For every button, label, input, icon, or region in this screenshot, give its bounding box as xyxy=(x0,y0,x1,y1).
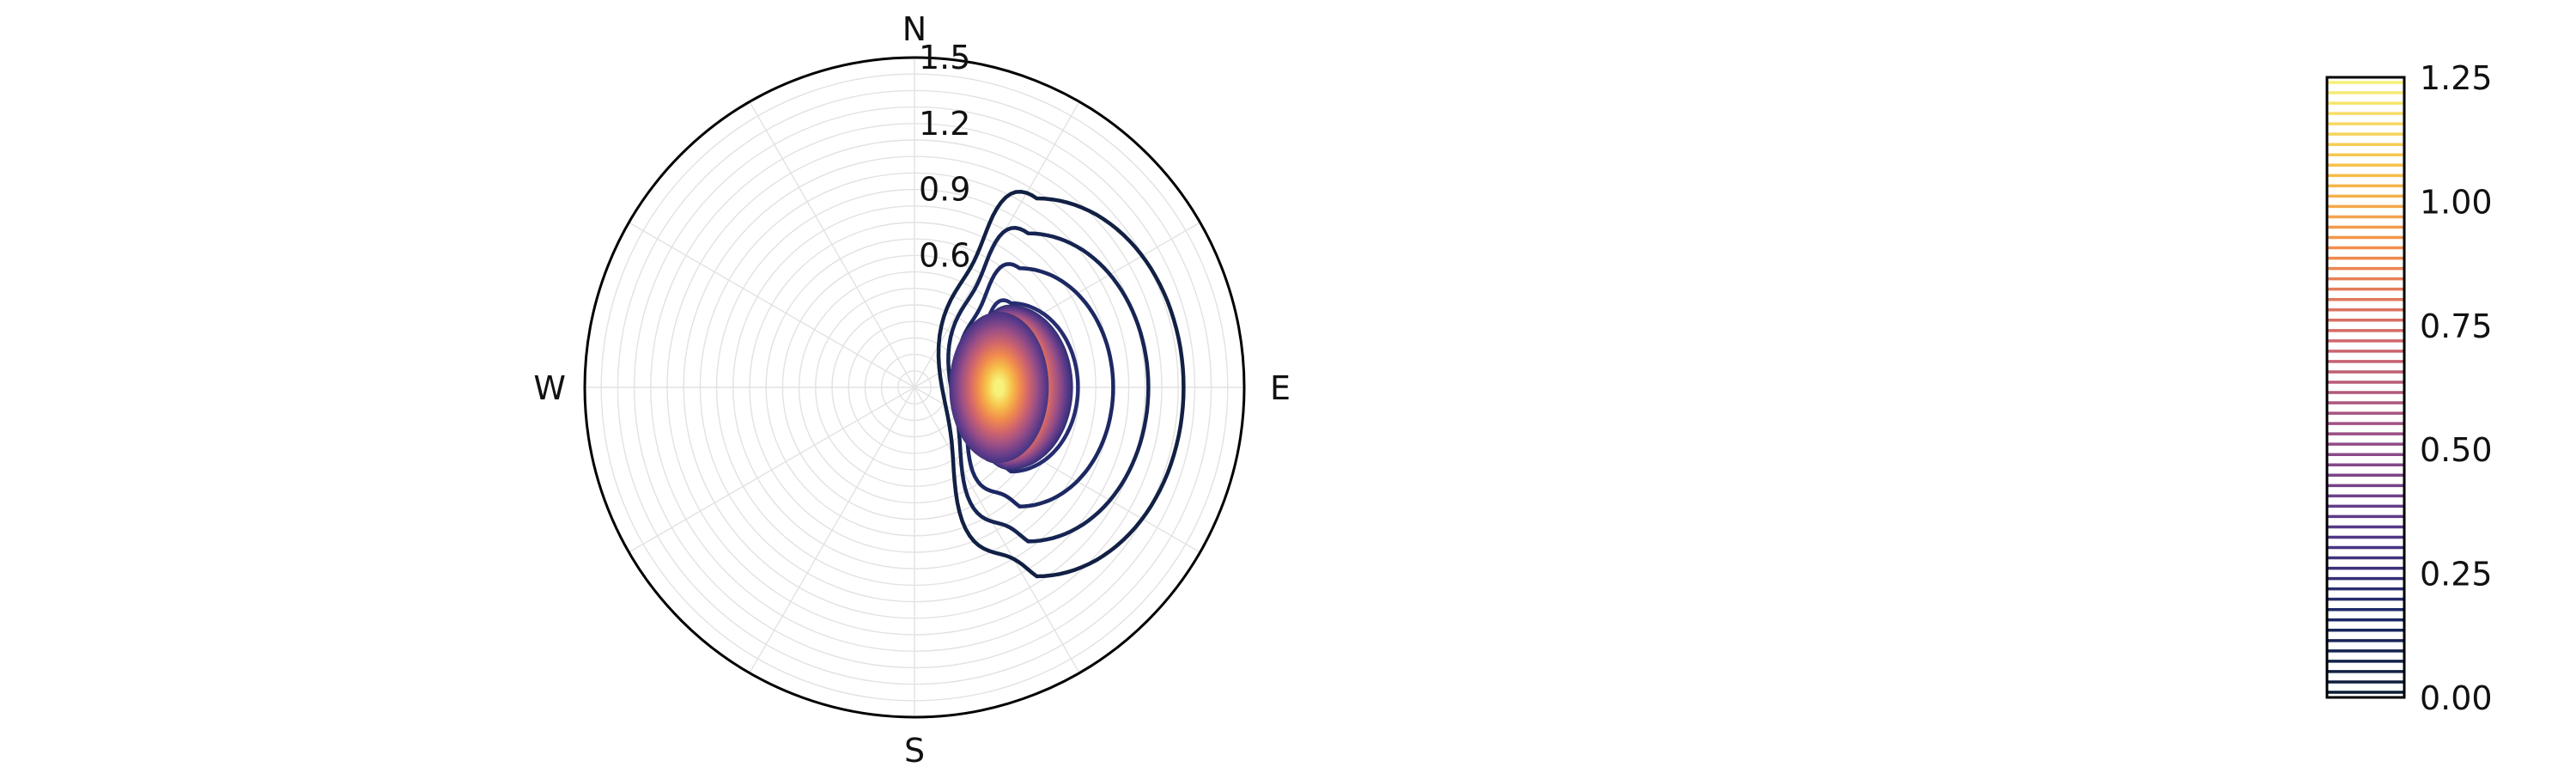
radial-tick-label: 1.5 xyxy=(919,39,970,76)
colorbar-tick-label: 0.00 xyxy=(2420,679,2493,717)
colorbar-frame xyxy=(2325,76,2406,699)
contour-set xyxy=(936,189,1186,579)
contour-fill-level xyxy=(993,379,1005,396)
compass-label-west: W xyxy=(533,369,566,407)
compass-label-north: N xyxy=(902,10,927,48)
grid-spoke xyxy=(914,101,1080,388)
colorbar-tick-label: 0.25 xyxy=(2420,556,2493,593)
colorbar-tick-label: 0.75 xyxy=(2420,307,2493,345)
compass-label-south: S xyxy=(904,732,925,770)
radial-tick-label: 0.6 xyxy=(919,236,970,274)
radial-tick-labels: 0.6 0.9 1.2 1.5 xyxy=(919,39,970,274)
contour-line xyxy=(936,189,1186,579)
radial-tick-label: 0.9 xyxy=(919,171,970,209)
colorbar-tick-label: 1.25 xyxy=(2420,59,2493,97)
colorbar-tick-label: 1.00 xyxy=(2420,183,2493,221)
grid-spoke xyxy=(749,386,915,673)
compass-label-east: E xyxy=(1270,369,1291,407)
colorbar: 0.00 0.25 0.50 0.75 1.00 1.25 xyxy=(2325,59,2493,717)
grid-spoke xyxy=(629,222,915,388)
grid-spoke xyxy=(749,101,915,388)
colorbar-levels xyxy=(2327,81,2404,694)
grid-spoke xyxy=(914,386,1080,673)
grid-spoke xyxy=(629,386,915,553)
radial-tick-label: 1.2 xyxy=(919,105,970,143)
colorbar-tick-label: 0.50 xyxy=(2420,431,2493,469)
polar-grid xyxy=(584,57,1245,718)
colorbar-tick-labels: 0.00 0.25 0.50 0.75 1.00 1.25 xyxy=(2420,59,2493,717)
polar-frame xyxy=(583,56,1246,719)
